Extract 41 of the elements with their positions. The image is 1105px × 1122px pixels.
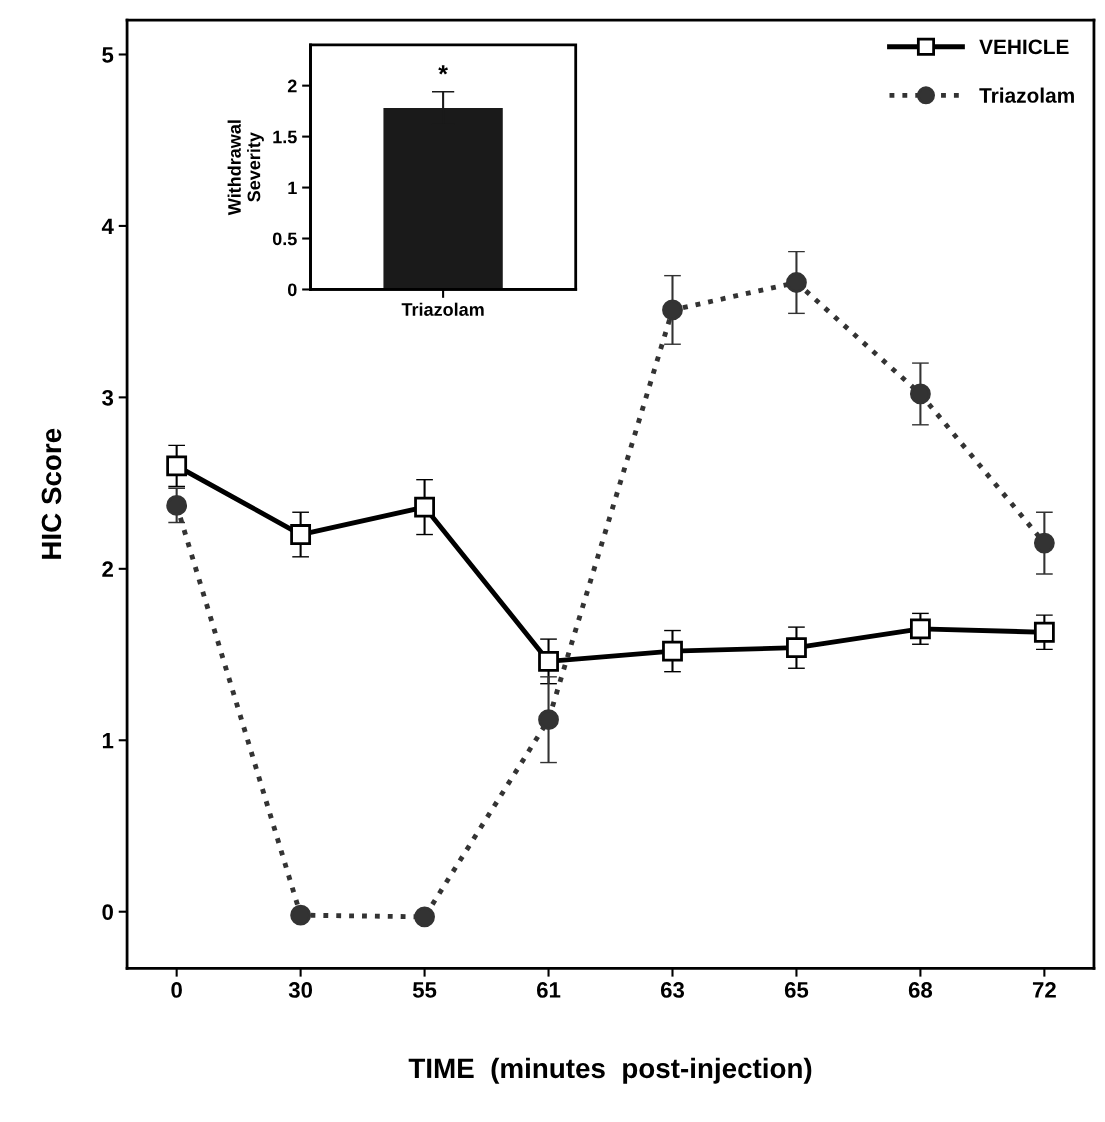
x-tick-label: 68 <box>908 982 933 998</box>
point <box>290 904 312 926</box>
x-tick-label: 30 <box>288 982 313 998</box>
point <box>786 637 807 659</box>
point <box>538 709 559 731</box>
y-tick-label: 5 <box>102 47 114 63</box>
point <box>414 496 435 518</box>
point <box>662 640 683 662</box>
y-tick-label: 1 <box>288 181 297 195</box>
x-tick-label: 65 <box>784 982 809 998</box>
annotation: * <box>438 65 448 75</box>
x-tick-label: 61 <box>536 982 561 998</box>
point <box>414 906 435 928</box>
point <box>909 618 931 640</box>
x-tick-label: 63 <box>660 982 685 998</box>
point <box>909 383 931 405</box>
y-axis-title: Withdrawal Severity <box>227 120 264 216</box>
point <box>538 650 559 672</box>
y-tick-label: 3 <box>102 389 114 406</box>
y-axis-title: HIC Score <box>41 428 62 559</box>
point <box>290 524 312 545</box>
x-tick-label: 55 <box>412 982 437 998</box>
y-tick-label: 1.5 <box>273 130 297 144</box>
x-axis-title: TIME (minutes post-injection) <box>408 1057 812 1084</box>
point <box>662 299 683 321</box>
x-tick-label: 72 <box>1032 982 1056 998</box>
y-tick-label: 0 <box>287 283 297 297</box>
legend-label: Triazolam <box>979 87 1074 103</box>
y-tick-label: 0.5 <box>272 232 297 246</box>
x-tick-label: 0 <box>171 982 182 998</box>
legend-label: VEHICLE <box>979 39 1069 55</box>
point <box>166 494 188 516</box>
y-tick-label: 4 <box>101 218 114 234</box>
y-tick-label: 0 <box>102 904 113 920</box>
y-tick-label: 1 <box>102 733 114 749</box>
point <box>1033 532 1055 554</box>
point <box>166 455 188 477</box>
y-tick-label: 2 <box>287 79 297 93</box>
point <box>786 272 807 293</box>
y-tick-label: 2 <box>102 561 113 577</box>
point <box>1033 621 1055 643</box>
